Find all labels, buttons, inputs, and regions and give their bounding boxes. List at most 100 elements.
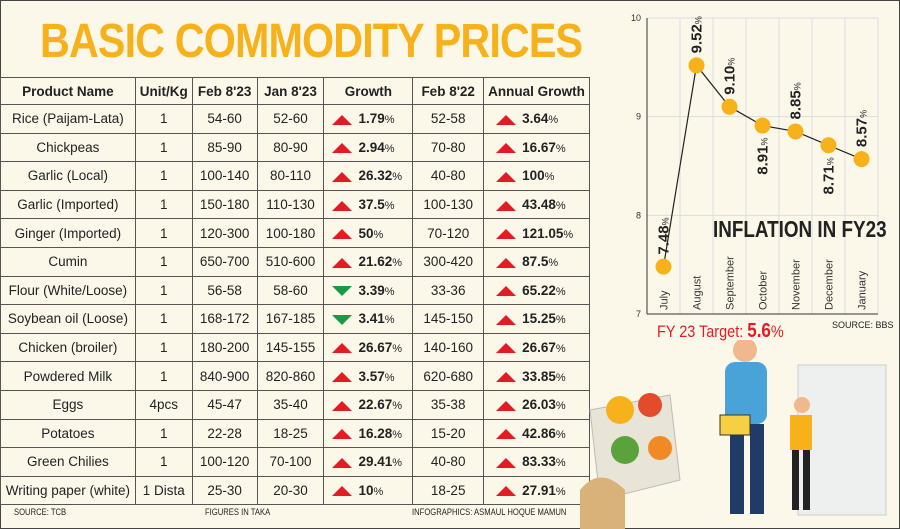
growth-value: 87.5 xyxy=(522,254,549,270)
product-name: Chickpeas xyxy=(0,132,136,163)
unit: 1 xyxy=(134,361,193,391)
price-feb-22: 52-58 xyxy=(412,104,485,134)
unit: 1 xyxy=(134,132,193,163)
price-jan-23: 52-60 xyxy=(256,104,325,134)
unit: 1 xyxy=(134,161,193,191)
table-row: Eggs 4pcs 45-47 35-40 22.67% 35-38 26.03% xyxy=(0,389,590,420)
growth-value: 3.41 xyxy=(358,311,385,327)
percent-sign: % xyxy=(727,58,737,66)
shopping-illustration xyxy=(580,340,887,529)
data-point xyxy=(655,258,672,275)
column-header: Growth xyxy=(323,77,414,105)
table-row: Green Chilies 1 100-120 70-100 29.41% 40-80 83… xyxy=(0,447,590,477)
arrow-up-icon xyxy=(332,171,353,182)
price-feb-22: 35-38 xyxy=(412,389,485,420)
price-feb-23: 168-172 xyxy=(191,304,258,334)
product-name: Chicken (broiler) xyxy=(0,332,136,363)
table-row: Powdered Milk 1 840-900 820-860 3.57% 620-680… xyxy=(0,361,590,391)
growth-value: 10 xyxy=(358,483,374,499)
product-name: Soybean oil (Loose) xyxy=(0,304,136,334)
arrow-up-icon xyxy=(496,229,517,240)
price-feb-23: 25-30 xyxy=(191,475,258,506)
target-value: 5.6 xyxy=(747,320,771,342)
monthly-growth: 21.62% xyxy=(323,246,414,277)
arrow-up-icon xyxy=(496,372,517,383)
unit: 1 xyxy=(134,275,193,306)
monthly-growth: 3.57% xyxy=(323,361,414,391)
arrow-up-icon xyxy=(496,400,517,411)
percent-sign: % xyxy=(548,257,559,270)
table-row: Rice (Paijam-Lata) 1 54-60 52-60 1.79% 52-58 3… xyxy=(0,104,590,134)
product-name: Rice (Paijam-Lata) xyxy=(0,104,136,134)
data-label: 8.85% xyxy=(788,82,805,119)
arrow-up-icon xyxy=(332,114,353,125)
price-feb-22: 140-160 xyxy=(412,332,485,363)
price-feb-22: 300-420 xyxy=(412,246,485,277)
price-feb-22: 70-120 xyxy=(412,218,485,248)
price-feb-23: 54-60 xyxy=(191,104,258,134)
commodity-table: Product Name Unit/Kg Feb 8'23 Jan 8'23 Growt… xyxy=(0,77,590,506)
price-feb-22: 40-80 xyxy=(412,161,485,191)
y-tick-label: 9 xyxy=(636,112,641,122)
percent-sign: % xyxy=(555,200,566,213)
price-feb-22: 33-36 xyxy=(412,275,485,306)
data-point xyxy=(787,123,804,140)
unit: 1 Dista xyxy=(134,475,193,506)
data-label-value: 9.52 xyxy=(689,24,706,53)
growth-value: 33.85 xyxy=(522,368,556,384)
annual-growth: 26.03% xyxy=(483,389,590,420)
price-feb-23: 56-58 xyxy=(191,275,258,306)
arrow-up-icon xyxy=(332,400,353,411)
arrow-up-icon xyxy=(332,343,353,354)
percent-sign: % xyxy=(544,171,555,184)
arrow-up-icon xyxy=(496,314,517,325)
data-label: 9.52% xyxy=(689,16,706,53)
x-tick-label: December xyxy=(824,259,836,310)
percent-sign: % xyxy=(384,114,395,127)
price-feb-23: 100-140 xyxy=(191,161,258,191)
percent-sign: % xyxy=(555,142,566,155)
price-jan-23: 510-600 xyxy=(256,246,325,277)
annual-growth: 26.67% xyxy=(483,332,590,363)
arrow-up-icon xyxy=(496,200,517,211)
credit-note: INFOGRAPHICS: ASMAUL HOQUE MAMUN xyxy=(412,507,567,517)
percent-sign: % xyxy=(392,457,403,470)
x-tick-label: November xyxy=(791,259,803,310)
growth-value: 27.91 xyxy=(522,483,556,499)
percent-sign: % xyxy=(555,428,566,441)
table-row: Cumin 1 650-700 510-600 21.62% 300-420 87.5% xyxy=(0,246,590,277)
growth-value: 26.67 xyxy=(358,340,393,356)
price-jan-23: 58-60 xyxy=(256,275,325,306)
data-label: 8.91% xyxy=(755,138,772,175)
percent-sign: % xyxy=(555,343,566,356)
percent-sign: % xyxy=(555,314,566,327)
data-label-value: 7.48 xyxy=(656,225,673,254)
arrow-up-icon xyxy=(332,200,353,211)
y-tick-label: 7 xyxy=(636,309,641,319)
y-tick-label: 8 xyxy=(636,210,641,220)
percent-sign: % xyxy=(826,157,836,165)
table-row: Potatoes 1 22-28 18-25 16.28% 15-20 42.86% xyxy=(0,418,590,449)
price-feb-23: 100-120 xyxy=(191,447,258,477)
arrow-up-icon xyxy=(332,143,353,154)
table-row: Garlic (Imported) 1 150-180 110-130 37.5% 100… xyxy=(0,189,590,220)
annual-growth: 42.86% xyxy=(483,418,590,449)
table-row: Garlic (Local) 1 100-140 80-110 26.32% 40-80 1… xyxy=(0,161,590,191)
growth-value: 83.33 xyxy=(522,454,556,470)
target-sign: % xyxy=(770,322,784,341)
product-name: Garlic (Local) xyxy=(0,161,136,191)
percent-sign: % xyxy=(384,285,395,298)
percent-sign: % xyxy=(392,400,403,413)
data-point xyxy=(721,98,738,115)
monthly-growth: 2.94% xyxy=(323,132,414,163)
arrow-up-icon xyxy=(496,143,517,154)
monthly-growth: 50% xyxy=(323,218,414,248)
growth-value: 29.41 xyxy=(358,454,393,470)
percent-sign: % xyxy=(548,114,559,127)
price-jan-23: 80-110 xyxy=(256,161,325,191)
data-label-value: 9.10 xyxy=(722,66,739,95)
price-jan-23: 145-155 xyxy=(256,332,325,363)
annual-growth: 3.64% xyxy=(483,104,590,134)
growth-value: 3.64 xyxy=(522,111,549,127)
annual-growth: 43.48% xyxy=(483,189,590,220)
